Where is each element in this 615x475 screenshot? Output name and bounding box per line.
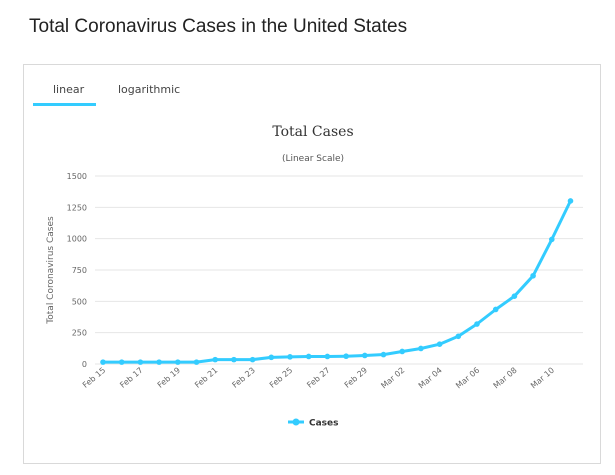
data-point[interactable] xyxy=(399,348,406,355)
data-point[interactable] xyxy=(137,359,144,365)
chart-subtitle: (Linear Scale) xyxy=(282,154,344,164)
data-point[interactable] xyxy=(418,345,424,352)
legend[interactable]: Cases xyxy=(288,418,339,429)
x-tick-label: Feb 23 xyxy=(231,366,257,390)
data-point[interactable] xyxy=(268,354,275,361)
legend-label: Cases xyxy=(309,419,339,429)
x-tick-label: Feb 19 xyxy=(156,366,182,390)
data-point[interactable] xyxy=(287,354,293,360)
x-tick-label: Feb 21 xyxy=(193,366,219,390)
y-axis-ticks: 0 250 500 750 1000 1250 1500 xyxy=(67,172,87,369)
line-chart: Total Cases (Linear Scale) Total Coronav… xyxy=(46,124,583,429)
y-tick-label: 0 xyxy=(82,360,87,369)
data-point[interactable] xyxy=(492,306,499,313)
x-tick-label: Mar 02 xyxy=(379,366,406,391)
data-point[interactable] xyxy=(380,351,387,358)
x-tick-label: Feb 27 xyxy=(305,366,331,390)
data-point[interactable] xyxy=(118,359,125,365)
data-point[interactable] xyxy=(249,356,256,363)
y-axis-title: Total Coronavirus Cases xyxy=(46,216,56,325)
series-cases xyxy=(100,198,574,365)
legend-marker xyxy=(292,418,300,426)
series-line xyxy=(101,199,572,364)
y-tick-label: 1000 xyxy=(67,235,87,244)
data-point[interactable] xyxy=(343,353,349,360)
x-tick-label: Feb 29 xyxy=(343,366,369,390)
x-tick-label: Mar 06 xyxy=(454,366,481,391)
data-point[interactable] xyxy=(455,333,462,340)
data-point[interactable] xyxy=(436,341,443,347)
data-point[interactable] xyxy=(362,352,368,359)
data-point[interactable] xyxy=(305,353,312,360)
data-point[interactable] xyxy=(212,356,218,363)
chart-title: Total Cases xyxy=(272,124,353,140)
data-point[interactable] xyxy=(511,293,518,299)
y-tick-label: 250 xyxy=(72,329,87,338)
y-tick-label: 500 xyxy=(72,297,87,306)
x-tick-label: Feb 25 xyxy=(268,366,294,390)
x-axis-ticks: Feb 15 Feb 17 Feb 19 Feb 21 Feb 23 Feb 25 Feb … xyxy=(81,366,556,391)
x-tick-label: Feb 15 xyxy=(81,366,107,390)
data-point[interactable] xyxy=(100,359,106,365)
data-point[interactable] xyxy=(156,359,162,365)
data-point[interactable] xyxy=(175,359,181,365)
grid-lines xyxy=(95,175,583,365)
page-title: Total Coronavirus Cases in the United St… xyxy=(29,16,408,37)
data-point[interactable] xyxy=(193,359,200,365)
y-tick-label: 1500 xyxy=(67,172,87,181)
active-tab-indicator xyxy=(33,103,96,106)
data-point[interactable] xyxy=(324,353,331,360)
x-tick-label: Mar 08 xyxy=(492,366,519,391)
y-tick-label: 750 xyxy=(72,266,87,275)
data-point[interactable] xyxy=(530,272,536,279)
x-tick-label: Mar 04 xyxy=(417,366,444,391)
data-point[interactable] xyxy=(549,236,555,243)
chart-panel: linear logarithmic Total Cases (Linear S… xyxy=(23,64,601,464)
y-tick-label: 1250 xyxy=(67,203,87,212)
x-tick-label: Mar 10 xyxy=(529,366,556,391)
data-point[interactable] xyxy=(474,321,480,327)
tab-logarithmic[interactable]: logarithmic xyxy=(118,83,181,96)
x-tick-label: Feb 17 xyxy=(118,366,144,390)
data-point[interactable] xyxy=(231,356,237,363)
tab-linear[interactable]: linear xyxy=(53,83,85,96)
data-point[interactable] xyxy=(567,198,574,204)
